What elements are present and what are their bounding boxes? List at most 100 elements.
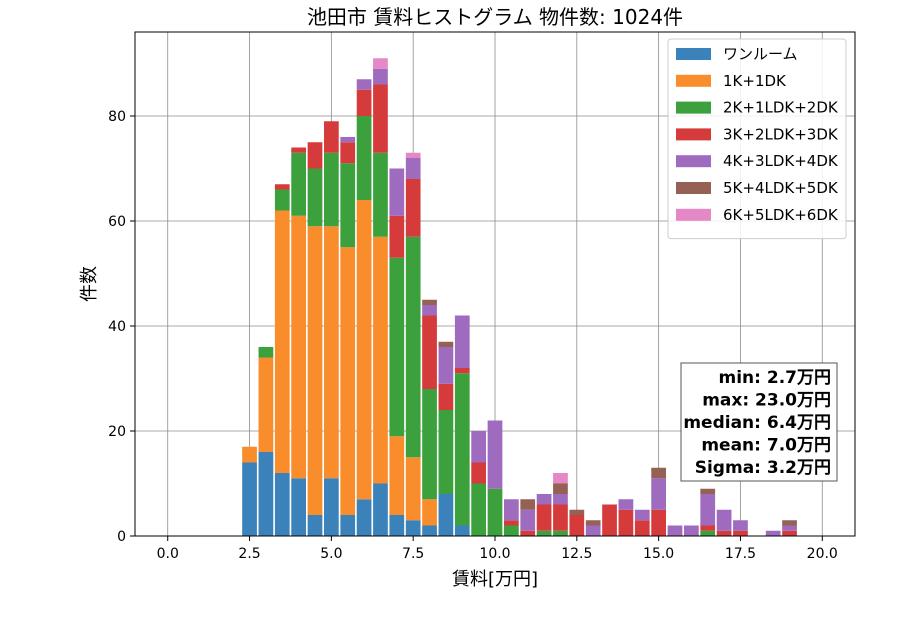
- y-tick-label: 80: [108, 109, 126, 125]
- bar-segment: [536, 504, 552, 531]
- bar-segment: [291, 152, 306, 216]
- bar-segment: [373, 483, 388, 536]
- bar-segment: [585, 520, 601, 526]
- bar-segment: [700, 488, 716, 494]
- x-tick-label: 12.5: [561, 546, 592, 562]
- x-axis-ticks: 0.0 2.5 5.0 7.5 10.0 12.5 15.0 17.5 20.0: [157, 536, 838, 562]
- bar-segment: [324, 121, 339, 153]
- bar-segment: [454, 315, 470, 368]
- bar-segment: [307, 142, 323, 169]
- bar-segment: [307, 515, 323, 536]
- bar-segment: [307, 168, 323, 227]
- x-tick-label: 7.5: [402, 546, 424, 562]
- bar-segment: [340, 142, 356, 164]
- bar-segment: [569, 515, 585, 536]
- bar-segment: [307, 226, 323, 515]
- stats-line: min: 2.7万円: [719, 368, 831, 388]
- x-tick-label: 0.0: [157, 546, 179, 562]
- bar-segment: [782, 520, 797, 526]
- bar-segment: [438, 347, 454, 384]
- y-tick-label: 0: [117, 529, 126, 545]
- y-tick-label: 40: [108, 319, 126, 335]
- stats-line: Sigma: 3.2万円: [695, 458, 831, 478]
- bar-segment: [274, 184, 290, 190]
- bar-segment: [765, 530, 781, 536]
- bar-segment: [324, 152, 339, 227]
- bar-segment: [553, 494, 568, 505]
- bar-segment: [716, 509, 732, 531]
- bar-segment: [438, 341, 454, 347]
- bar-segment: [422, 305, 437, 316]
- bar-segment: [422, 499, 437, 526]
- bars-group: [242, 58, 797, 536]
- legend-swatch: [676, 182, 711, 194]
- bar-segment: [651, 509, 666, 536]
- x-tick-label: 15.0: [643, 546, 674, 562]
- bar-segment: [733, 520, 748, 531]
- bar-segment: [405, 520, 421, 536]
- bar-segment: [520, 530, 536, 536]
- bar-segment: [700, 494, 716, 526]
- bar-segment: [634, 520, 650, 536]
- bar-segment: [438, 494, 454, 536]
- x-tick-label: 10.0: [479, 546, 510, 562]
- bar-segment: [405, 457, 421, 521]
- legend-swatch: [676, 48, 711, 60]
- bar-segment: [585, 525, 601, 536]
- stats-line: median: 6.4万円: [683, 413, 831, 433]
- legend-label: 4K+3LDK+4DK: [723, 152, 839, 170]
- bar-segment: [716, 530, 732, 536]
- x-tick-label: 17.5: [725, 546, 756, 562]
- stats-line: mean: 7.0万円: [701, 436, 831, 456]
- bar-segment: [389, 436, 405, 515]
- bar-segment: [258, 357, 274, 452]
- bar-segment: [340, 137, 356, 143]
- x-tick-label: 20.0: [807, 546, 838, 562]
- bar-segment: [700, 530, 716, 536]
- bar-segment: [389, 257, 405, 437]
- bar-segment: [520, 509, 536, 531]
- bar-segment: [700, 525, 716, 531]
- bar-segment: [504, 499, 519, 521]
- bar-segment: [471, 431, 486, 463]
- bar-segment: [487, 488, 503, 536]
- bar-segment: [389, 215, 405, 258]
- bar-segment: [438, 383, 454, 410]
- bar-segment: [634, 509, 650, 521]
- y-tick-label: 60: [108, 214, 126, 230]
- legend-swatch: [676, 208, 711, 221]
- bar-segment: [373, 58, 388, 69]
- bar-segment: [602, 504, 617, 536]
- legend-swatch: [676, 128, 711, 141]
- bar-segment: [373, 68, 388, 85]
- bar-segment: [405, 158, 421, 179]
- bar-segment: [454, 525, 470, 536]
- bar-segment: [291, 147, 306, 153]
- bar-segment: [618, 499, 634, 510]
- bar-segment: [651, 467, 666, 479]
- legend-label: 6K+5LDK+6DK: [723, 206, 839, 224]
- bar-segment: [405, 236, 421, 458]
- bar-segment: [356, 200, 372, 500]
- legend-label: 3K+2LDK+3DK: [723, 125, 839, 143]
- bar-segment: [504, 525, 519, 536]
- legend-label: ワンルーム: [723, 45, 798, 63]
- legend: ワンルーム 1K+1DK 2K+1LDK+2DK 3K+2LDK+3DK 4K+3LDK…: [667, 38, 847, 240]
- bar-segment: [324, 478, 339, 536]
- bar-segment: [454, 368, 470, 374]
- chart-title: 池田市 賃料ヒストグラム 物件数: 1024件: [307, 5, 683, 29]
- legend-label: 2K+1LDK+2DK: [723, 99, 839, 117]
- bar-segment: [340, 515, 356, 536]
- bar-segment: [340, 247, 356, 515]
- bar-segment: [553, 473, 568, 484]
- legend-swatch: [676, 155, 711, 168]
- bar-segment: [422, 389, 437, 500]
- bar-segment: [422, 525, 437, 536]
- bar-segment: [782, 530, 797, 536]
- bar-segment: [356, 499, 372, 536]
- bar-segment: [258, 347, 274, 358]
- y-axis-ticks: 0 20 40 60 80: [108, 109, 135, 545]
- legend-swatch: [676, 74, 711, 87]
